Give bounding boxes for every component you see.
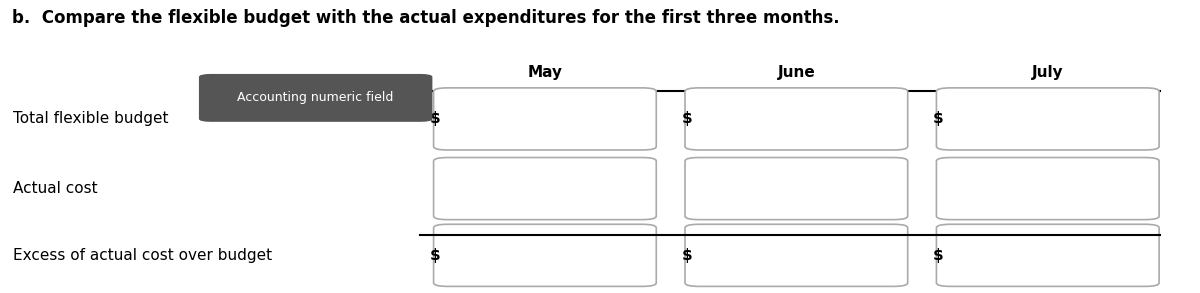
Text: May: May: [528, 65, 563, 80]
FancyBboxPatch shape: [433, 158, 656, 220]
Text: $: $: [430, 248, 440, 263]
Text: b.  Compare the flexible budget with the actual expenditures for the first three: b. Compare the flexible budget with the …: [12, 9, 840, 27]
FancyBboxPatch shape: [936, 158, 1159, 220]
FancyBboxPatch shape: [685, 158, 907, 220]
Text: Total flexible budget: Total flexible budget: [13, 111, 169, 126]
FancyBboxPatch shape: [199, 74, 432, 122]
Text: $: $: [682, 111, 692, 126]
FancyBboxPatch shape: [433, 224, 656, 286]
Text: June: June: [778, 65, 815, 80]
FancyBboxPatch shape: [936, 88, 1159, 150]
FancyBboxPatch shape: [685, 88, 907, 150]
Text: $: $: [932, 111, 943, 126]
Text: Actual cost: Actual cost: [13, 181, 98, 196]
FancyBboxPatch shape: [685, 224, 907, 286]
Text: $: $: [932, 248, 943, 263]
Text: $: $: [430, 111, 440, 126]
FancyBboxPatch shape: [433, 88, 656, 150]
Text: July: July: [1032, 65, 1063, 80]
FancyBboxPatch shape: [936, 224, 1159, 286]
Text: Excess of actual cost over budget: Excess of actual cost over budget: [13, 248, 272, 263]
Text: $: $: [682, 248, 692, 263]
Text: Accounting numeric field: Accounting numeric field: [238, 91, 394, 104]
